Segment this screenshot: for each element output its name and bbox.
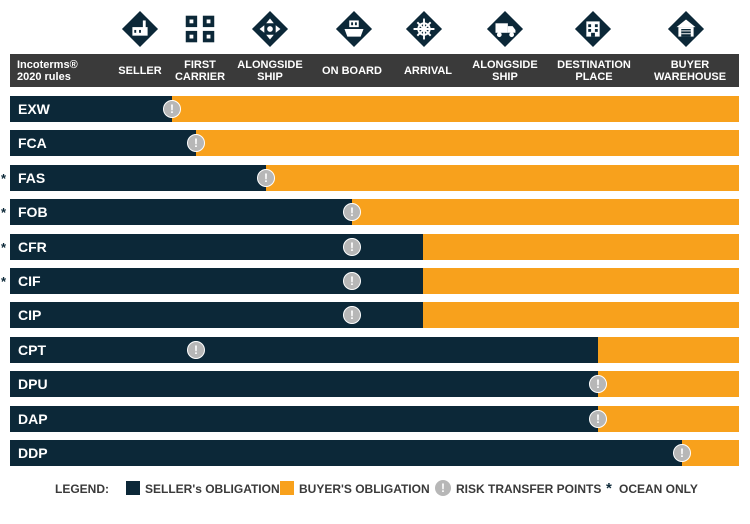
rule-code: FOB [18,204,48,221]
ocean-only-star-icon: * [1,274,7,289]
header-col-alongside-ship: ALONGSIDE SHIP [237,58,303,83]
risk-transfer-icon: ! [673,444,691,462]
header-col-first-carrier: FIRST CARRIER [174,58,226,83]
legend-seller-swatch [126,481,140,495]
ship-icon [335,10,373,48]
icon-strip [0,0,750,52]
header-col-arrival: ARRIVAL [403,64,453,77]
risk-transfer-icon: ! [163,100,181,118]
rule-row-dap: DAP! [10,405,739,432]
rule-row-ddp: DDP! [10,440,739,466]
legend: LEGEND: SELLER's OBLIGATION BUYER'S OBLI… [0,478,750,500]
legend-buyer-label: BUYER'S OBLIGATION [299,482,430,496]
rule-row-fca: FCA! [10,130,739,157]
risk-transfer-icon: ! [343,203,361,222]
rule-code: FCA [18,135,47,152]
ocean-only-star-icon: * [1,205,7,221]
rule-code: CIP [18,307,42,324]
risk-transfer-icon: ! [343,237,361,256]
header-col-seller: SELLER [118,64,162,77]
legend-title: LEGEND: [55,482,109,496]
seller-obligation-bar [10,405,598,432]
legend-risk-label: RISK TRANSFER POINTS [456,482,602,496]
legend-buyer-swatch [280,481,294,495]
factory-icon [121,10,159,48]
header-col-on-board: ON BOARD [322,64,382,77]
truck-icon [486,10,524,48]
risk-transfer-icon: ! [343,272,361,290]
seller-obligation-bar [10,268,423,294]
legend-ocean-label: OCEAN ONLY [619,482,698,496]
header-col-buyer-warehouse: BUYER WAREHOUSE [653,58,727,83]
header-col-alongside-ship-2: ALONGSIDE SHIP [472,58,538,83]
seller-obligation-bar [10,440,682,466]
risk-transfer-icon: ! [343,306,361,325]
ocean-only-star-icon: * [1,239,7,255]
seller-obligation-bar [10,96,172,122]
seller-obligation-bar [10,371,598,398]
risk-transfer-icon: ! [257,168,275,187]
header-bar: Incoterms® 2020 rules SELLER FIRST CARRI… [10,54,739,87]
rule-row-fob: FOB *! [1,199,739,226]
rule-code: DPU [18,376,48,393]
rule-row-cip: CIP! [10,302,739,329]
seller-obligation-bar [10,130,196,157]
warehouse-icon [667,10,705,48]
rule-row-cif: CIF *! [1,268,739,294]
seller-obligation-bar [10,164,266,191]
carrier-boxes-icon [181,10,219,48]
risk-transfer-icon: ! [589,409,607,428]
risk-transfer-icon: ! [589,375,607,394]
rule-code: DAP [18,410,48,427]
rule-code: CIF [18,273,41,289]
rule-code: CPT [18,341,46,358]
rule-row-dpu: DPU! [10,371,739,398]
seller-obligation-bar [10,336,598,363]
seller-obligation-bar [10,302,423,329]
rule-row-cpt: CPT! [10,336,739,363]
seller-obligation-bar [10,199,352,226]
rule-code: DDP [18,445,48,461]
rule-row-fas: FAS *! [1,164,739,191]
legend-ocean-star-icon: * [606,480,612,497]
legend-risk-icon: ! [435,480,451,496]
rule-row-cfr: CFR *! [1,233,739,260]
rule-code: CFR [18,238,47,255]
seller-obligation-bar [10,233,423,260]
header-col-destination-place: DESTINATION PLACE [557,58,631,83]
header-title: Incoterms® 2020 rules [17,58,78,83]
risk-transfer-icon: ! [187,134,205,153]
ocean-only-star-icon: * [1,170,7,186]
legend-seller-label: SELLER's OBLIGATION [145,482,280,496]
rule-code: FAS [18,169,46,186]
dock-crossroads-icon [251,10,289,48]
destination-building-icon [574,10,612,48]
risk-transfer-icon: ! [187,340,205,359]
rule-code: EXW [18,101,50,117]
arrival-ship-wheel-icon [405,10,443,48]
rule-row-exw: EXW! [10,96,739,122]
